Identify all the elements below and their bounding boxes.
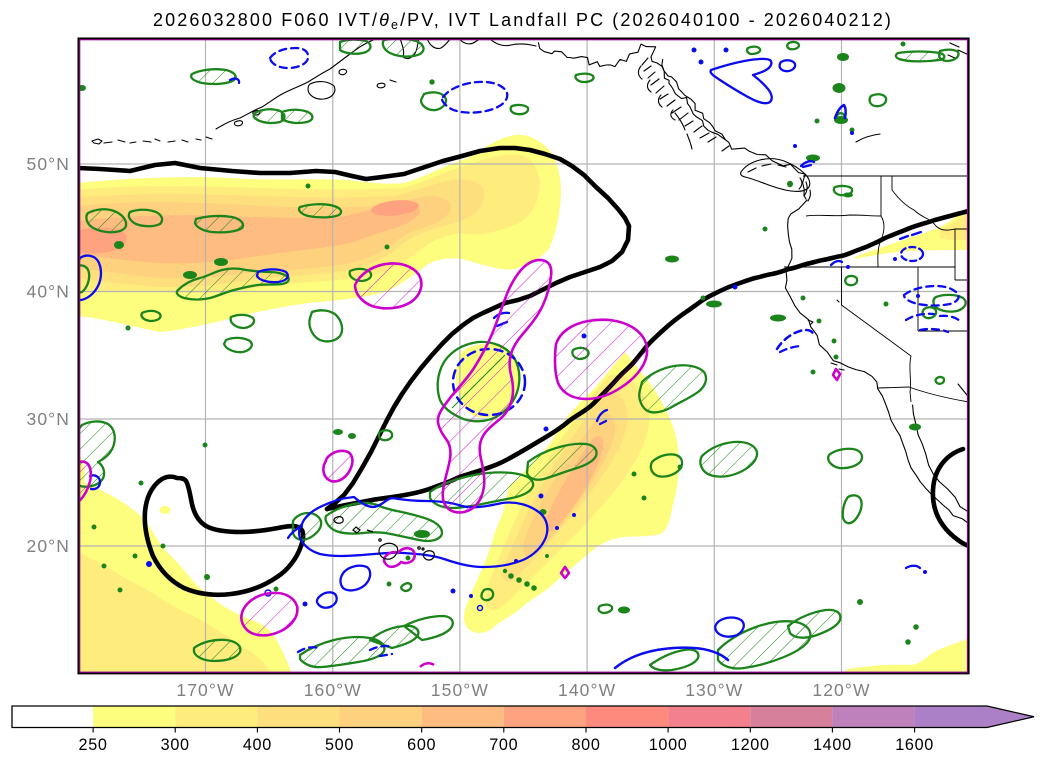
svg-text:140°W: 140°W <box>558 680 616 700</box>
svg-text:1400: 1400 <box>813 736 852 754</box>
svg-text:250: 250 <box>79 736 108 754</box>
svg-text:120°W: 120°W <box>812 680 870 700</box>
svg-text:600: 600 <box>407 736 436 754</box>
svg-text:50°N: 50°N <box>26 154 70 174</box>
svg-text:30°N: 30°N <box>26 409 70 429</box>
svg-text:2026032800 F060 IVT/θe/PV, IVT: 2026032800 F060 IVT/θe/PV, IVT Landfall … <box>153 10 893 32</box>
svg-text:20°N: 20°N <box>26 536 70 556</box>
svg-text:500: 500 <box>325 736 354 754</box>
svg-text:40°N: 40°N <box>26 282 70 302</box>
svg-text:1000: 1000 <box>649 736 688 754</box>
svg-text:1600: 1600 <box>895 736 934 754</box>
svg-text:400: 400 <box>243 736 272 754</box>
svg-text:300: 300 <box>161 736 190 754</box>
svg-text:800: 800 <box>571 736 600 754</box>
svg-text:130°W: 130°W <box>685 680 743 700</box>
svg-text:160°W: 160°W <box>304 680 362 700</box>
svg-text:1200: 1200 <box>731 736 770 754</box>
svg-text:170°W: 170°W <box>176 680 234 700</box>
svg-text:150°W: 150°W <box>431 680 489 700</box>
svg-text:700: 700 <box>489 736 518 754</box>
